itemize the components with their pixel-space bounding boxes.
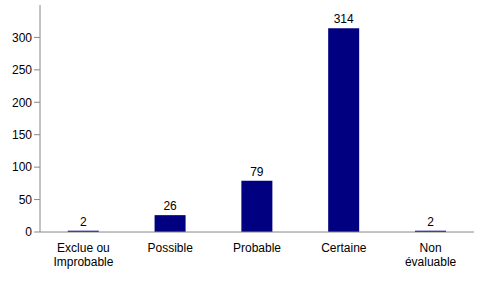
- svg-text:100: 100: [12, 160, 32, 174]
- svg-text:2: 2: [427, 215, 434, 229]
- svg-text:314: 314: [334, 12, 354, 26]
- svg-text:Probable: Probable: [233, 241, 281, 255]
- svg-text:200: 200: [12, 96, 32, 110]
- svg-text:2: 2: [80, 215, 87, 229]
- svg-text:Possible: Possible: [148, 241, 194, 255]
- svg-text:79: 79: [250, 165, 264, 179]
- svg-text:26: 26: [163, 199, 177, 213]
- svg-text:0: 0: [25, 225, 32, 239]
- svg-text:250: 250: [12, 63, 32, 77]
- svg-text:150: 150: [12, 128, 32, 142]
- svg-text:Certaine: Certaine: [321, 241, 367, 255]
- svg-text:Exclue ouImprobable: Exclue ouImprobable: [53, 241, 113, 269]
- svg-text:50: 50: [19, 193, 33, 207]
- svg-text:300: 300: [12, 31, 32, 45]
- svg-text:Nonévaluable: Nonévaluable: [405, 241, 457, 269]
